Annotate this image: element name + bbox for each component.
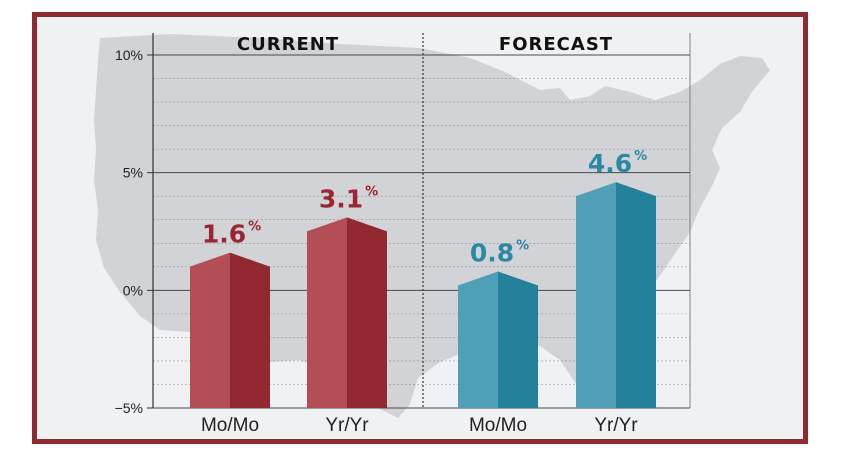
- bar-value-label: 3.1: [319, 184, 363, 213]
- bar-right-face: [230, 252, 270, 408]
- bar-value-unit: %: [516, 239, 529, 254]
- bar-left-face: [576, 182, 616, 408]
- grid: [153, 54, 690, 409]
- y-tick-label: 0%: [123, 282, 143, 298]
- category-label: Mo/Mo: [469, 415, 527, 436]
- y-tick-label: 10%: [115, 47, 143, 63]
- bar-left-face: [458, 271, 498, 408]
- bar-right-face: [347, 217, 387, 408]
- bar-value-unit: %: [365, 184, 378, 199]
- bar-value-label: 0.8: [470, 239, 514, 268]
- labels: CURRENT 1.6 % Mo/Mo 3.1 % Yr/Yr FORECAST 0.8 % Mo/…: [201, 34, 647, 436]
- bar-value-unit: %: [634, 149, 647, 164]
- category-label: Mo/Mo: [201, 415, 259, 436]
- y-tick-label: 5%: [123, 165, 143, 181]
- bar-value-label: 1.6: [202, 220, 246, 249]
- bar-left-face: [190, 252, 230, 408]
- y-axis: 10% 5% 0% −5%: [115, 33, 691, 416]
- category-label: Yr/Yr: [325, 415, 369, 436]
- section-title: FORECAST: [499, 34, 613, 55]
- bar-right-face: [616, 182, 656, 408]
- section-title: CURRENT: [237, 34, 339, 55]
- bar-value-label: 4.6: [588, 149, 632, 178]
- category-label: Yr/Yr: [594, 415, 638, 436]
- y-tick-label: −5%: [115, 400, 143, 416]
- bars: [190, 182, 656, 408]
- bar-left-face: [307, 217, 347, 408]
- bar-value-unit: %: [248, 220, 261, 235]
- bar-right-face: [498, 271, 538, 408]
